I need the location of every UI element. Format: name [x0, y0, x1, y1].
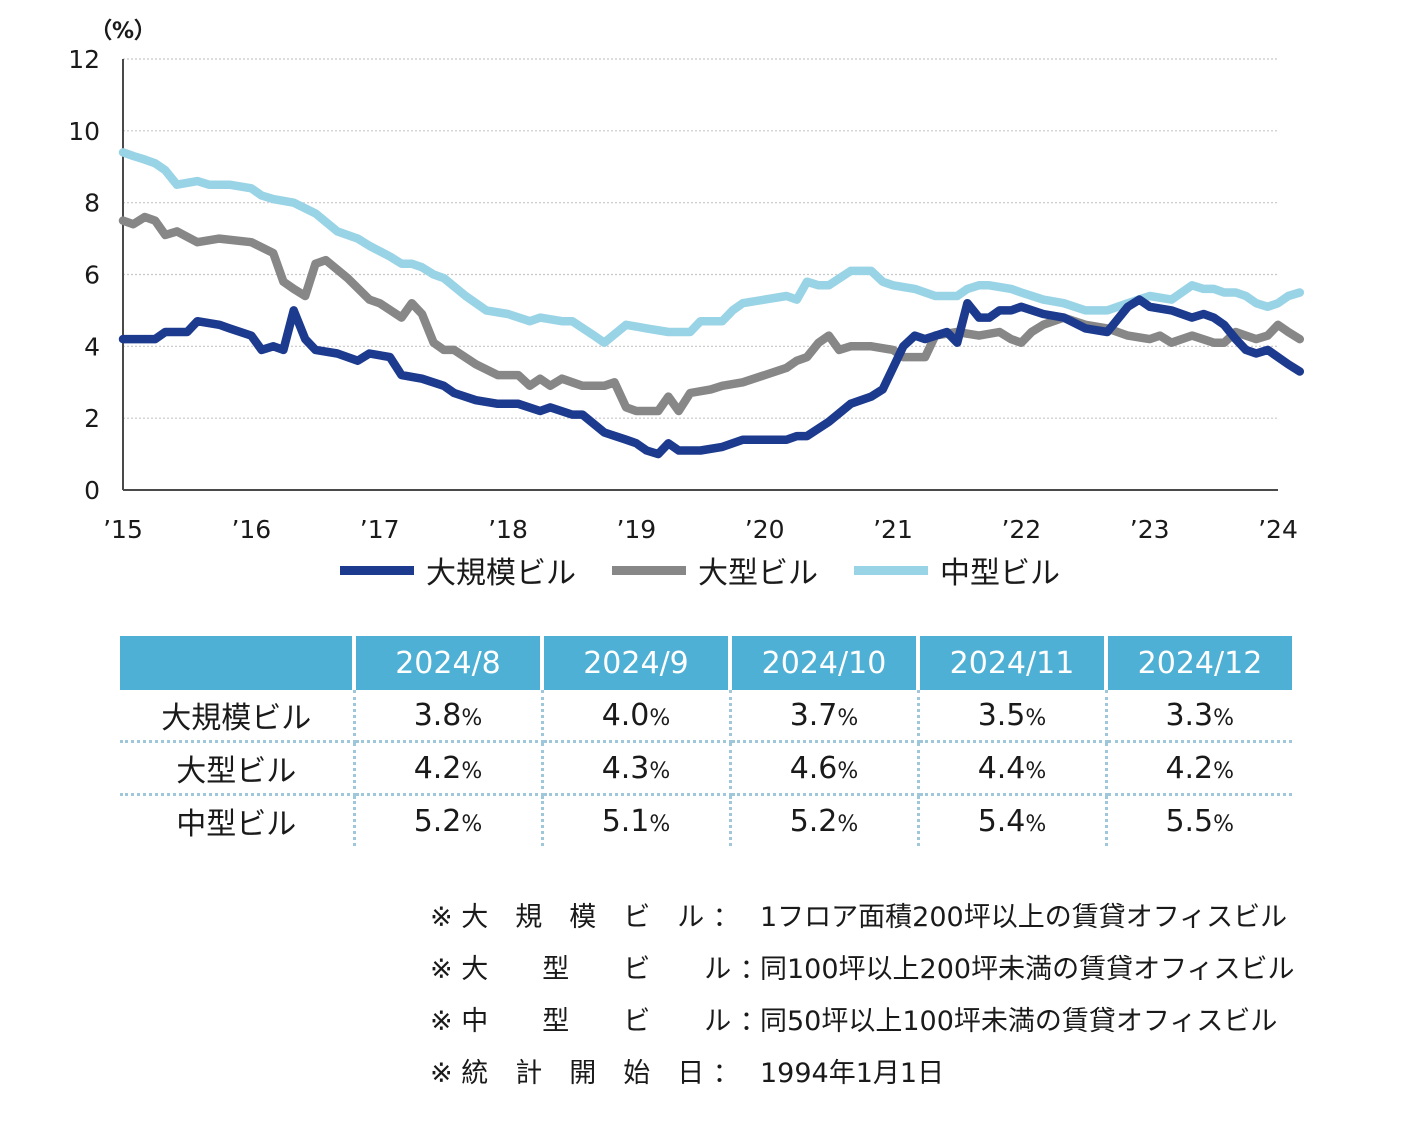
chart-legend: 大規模ビル 大型ビル 中型ビル [340, 548, 1096, 592]
x-tick-label: ’15 [103, 515, 143, 544]
footnote: ※ 大 規 模 ビ ル ： 1フロア面積200坪以上の賃貸オフィスビル [430, 888, 1295, 940]
footnote: ※ 中 型 ビ ル ： 同50坪以上100坪未満の賃貸オフィスビル [430, 992, 1295, 1044]
legend-label-large: 大型ビル [698, 556, 818, 591]
vacancy-rate-line-chart: 0 2 4 6 8 10 12（%） ’15 ’16 ’17 ’18 ’19 ’20 ’21 ’22 ’23 ’… [68, 19, 1305, 544]
footnote-key: ※ 中 型 ビ ル ： [430, 1005, 767, 1037]
legend-label-large-scale: 大規模ビル [426, 556, 576, 591]
footnotes: ※ 大 規 模 ビ ル ： 1フロア面積200坪以上の賃貸オフィスビル ※ 大 … [430, 888, 1295, 1096]
legend-swatch-medium [854, 565, 928, 575]
footnote-key: ※ 統 計 開 始 日 ： [430, 1057, 740, 1089]
footnote-key: ※ 大 型 ビ ル ： [430, 953, 767, 985]
table-cell: 3.3% [1106, 690, 1292, 743]
table-row-label: 中型ビル [120, 794, 356, 846]
table-column-header: 2024/12 [1106, 636, 1292, 690]
x-tick-label: ’20 [745, 515, 785, 544]
x-tick-label: ’19 [616, 515, 656, 544]
y-tick-label: 10 [68, 117, 100, 146]
table-corner-cell [120, 636, 356, 690]
table-cell: 3.5% [918, 690, 1108, 743]
footnote-text: 1フロア面積200坪以上の賃貸オフィスビル [760, 901, 1288, 933]
vacancy-table: 2024/8 2024/9 2024/10 2024/11 2024/12 大規… [120, 636, 1292, 846]
x-tick-label: ’22 [1001, 515, 1041, 544]
series-line-1 [118, 212, 1305, 416]
footnote-key: ※ 大 規 模 ビ ル ： [430, 901, 740, 933]
table-row-large-scale: 大規模ビル 3.8% 4.0% 3.7% 3.5% 3.3% [120, 690, 1292, 743]
y-tick-label: 6 [84, 261, 100, 290]
table-row-label: 大規模ビル [120, 690, 356, 743]
footnote: ※ 統 計 開 始 日 ： 1994年1月1日 [430, 1044, 1295, 1096]
table-cell: 5.5% [1165, 803, 1235, 839]
footnote-text: 1994年1月1日 [760, 1057, 945, 1089]
table-cell: 5.1% [542, 794, 732, 846]
table-row-label: 大型ビル [120, 741, 356, 796]
table-row-large: 大型ビル 4.2% 4.3% 4.6% 4.4% 4.2% [120, 741, 1292, 796]
x-tick-label: ’24 [1258, 515, 1298, 544]
footnote-text: 同50坪以上100坪未満の賃貸オフィスビル [760, 1005, 1278, 1037]
legend-swatch-large-scale [340, 565, 414, 575]
table-cell: 4.2% [354, 741, 544, 796]
table-column-header: 2024/10 [730, 636, 920, 690]
table-cell: 3.7% [730, 690, 920, 743]
legend-label-medium: 中型ビル [940, 556, 1060, 591]
series-line-0 [118, 295, 1305, 459]
table-cell: 4.4% [918, 741, 1108, 796]
table-column-header: 2024/9 [542, 636, 732, 690]
x-tick-label: ’18 [488, 515, 528, 544]
y-tick-label: 8 [84, 189, 100, 218]
table-cell: 4.0% [542, 690, 732, 743]
y-tick-label: 12 [68, 45, 100, 74]
table-column-header: 2024/11 [918, 636, 1108, 690]
table-cell: 5.2% [730, 794, 920, 846]
table-cell: 5.2% [354, 794, 544, 846]
y-axis-unit: （%） [90, 19, 156, 44]
legend-item-large: 大型ビル [612, 548, 818, 592]
x-tick-label: ’23 [1130, 515, 1170, 544]
footnote-text: 同100坪以上200坪未満の賃貸オフィスビル [760, 953, 1295, 985]
table-cell: 4.6% [730, 741, 920, 796]
table-header-row: 2024/8 2024/9 2024/10 2024/11 2024/12 [120, 636, 1292, 690]
table-row-medium: 中型ビル 5.2% 5.1% 5.2% 5.4% 5.5% [120, 794, 1292, 846]
table-cell: 3.8% [354, 690, 544, 743]
table-cell: 4.3% [542, 741, 732, 796]
y-tick-label: 0 [84, 476, 100, 505]
legend-item-large-scale: 大規模ビル [340, 548, 576, 592]
table-cell: 4.2% [1106, 741, 1292, 796]
legend-item-medium: 中型ビル [854, 548, 1060, 592]
x-tick-label: ’16 [231, 515, 271, 544]
footnote: ※ 大 型 ビ ル ： 同100坪以上200坪未満の賃貸オフィスビル [430, 940, 1295, 992]
y-tick-label: 4 [84, 332, 100, 361]
legend-swatch-large [612, 565, 686, 575]
x-tick-label: ’21 [873, 515, 913, 544]
y-tick-label: 2 [84, 404, 100, 433]
x-tick-label: ’17 [360, 515, 400, 544]
table-column-header: 2024/8 [354, 636, 544, 690]
table-cell: 5.4% [918, 794, 1108, 846]
